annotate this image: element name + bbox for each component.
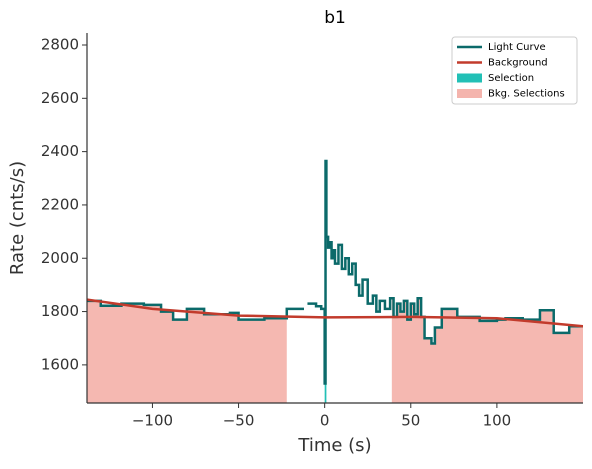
y-tick-label: 2800 xyxy=(41,35,79,53)
legend-label: Bkg. Selections xyxy=(488,89,565,100)
bkg-selections-area xyxy=(391,298,583,403)
x-tick-label: 50 xyxy=(401,412,420,430)
y-tick-label: 2000 xyxy=(41,249,79,267)
y-tick-label: 2400 xyxy=(41,142,79,160)
legend-label: Light Curve xyxy=(488,42,546,53)
plot xyxy=(87,159,583,403)
y-tick-label: 1600 xyxy=(41,355,79,373)
chart-title: b1 xyxy=(324,8,346,28)
x-tick-label: 0 xyxy=(320,412,330,430)
legend-label: Selection xyxy=(488,73,534,84)
x-tick-label: 100 xyxy=(483,412,512,430)
x-axis-label: Time (s) xyxy=(297,435,371,456)
bkg-selections-area xyxy=(87,300,287,403)
background-line xyxy=(87,298,583,328)
legend-box xyxy=(451,36,578,105)
legend-swatch xyxy=(457,89,482,98)
legend-label: Background xyxy=(488,58,548,69)
x-tick-label: −50 xyxy=(223,412,255,430)
legend-swatch xyxy=(457,73,482,83)
y-tick-label: 2200 xyxy=(41,195,79,213)
y-tick-label: 2600 xyxy=(41,89,79,107)
y-tick-label: 1800 xyxy=(41,302,79,320)
x-tick-label: −100 xyxy=(132,412,173,430)
y-axis-label: Rate (cnts/s) xyxy=(7,161,28,275)
